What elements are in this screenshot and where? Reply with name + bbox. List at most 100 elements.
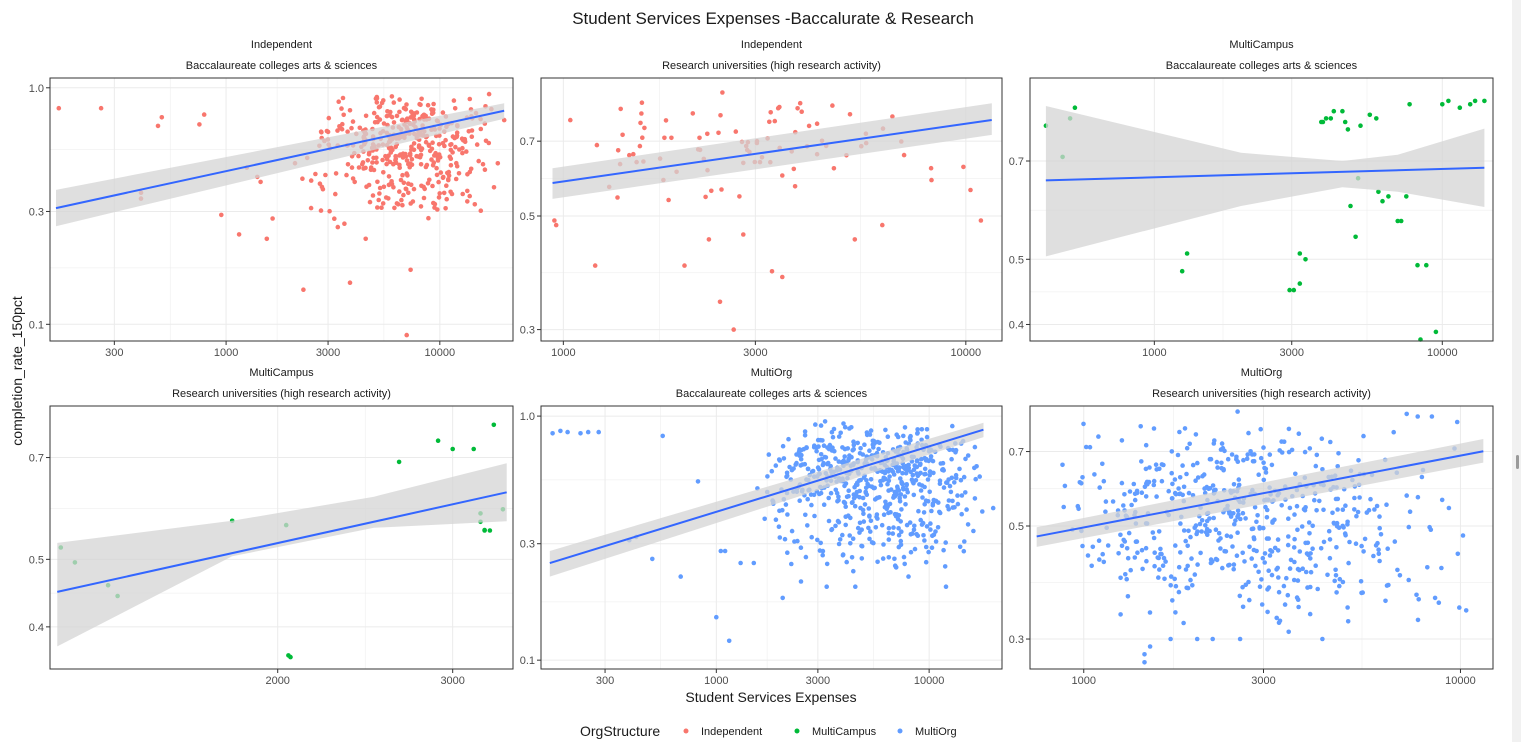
data-point	[1377, 558, 1382, 564]
data-point	[387, 159, 393, 165]
data-point	[1297, 251, 1303, 256]
data-point	[1377, 514, 1382, 519]
data-point	[957, 466, 962, 472]
data-point	[766, 452, 772, 457]
data-point	[860, 452, 866, 457]
data-point	[1384, 583, 1390, 588]
data-point	[901, 433, 906, 439]
data-point	[963, 490, 968, 495]
data-point	[1214, 459, 1220, 465]
data-point	[650, 556, 655, 562]
data-point	[1380, 198, 1385, 204]
data-point	[792, 184, 798, 189]
data-point	[436, 195, 442, 200]
data-point	[769, 269, 775, 274]
data-point	[911, 527, 917, 533]
x-tick-label: 1000	[1072, 675, 1096, 687]
data-point	[418, 102, 423, 108]
data-point	[374, 155, 379, 161]
data-point	[1156, 575, 1161, 580]
data-point	[1345, 605, 1350, 610]
data-point	[1307, 611, 1313, 617]
data-point	[886, 469, 891, 474]
data-point	[828, 490, 834, 496]
data-point	[236, 232, 242, 237]
data-point	[1172, 576, 1177, 582]
data-point	[1250, 459, 1256, 464]
data-point	[1211, 441, 1217, 446]
data-point	[264, 236, 270, 242]
data-point	[891, 472, 897, 477]
data-point	[879, 522, 885, 528]
data-point	[403, 154, 409, 159]
y-tick-label: 0.1	[29, 319, 44, 331]
facet-panel: MultiCampus Baccalaureate colleges arts &…	[1009, 39, 1494, 359]
data-point	[862, 502, 868, 507]
data-point	[930, 533, 935, 539]
data-point	[855, 480, 860, 486]
scrollbar-track[interactable]	[1512, 0, 1521, 742]
y-tick-label: 0.3	[1009, 634, 1024, 646]
data-point	[1142, 484, 1148, 490]
data-point	[855, 525, 861, 531]
data-point	[881, 542, 886, 547]
data-point	[1151, 478, 1157, 484]
data-point	[1286, 449, 1292, 455]
data-point	[842, 454, 847, 459]
data-point	[345, 162, 351, 167]
data-point	[937, 478, 943, 484]
data-point	[1218, 546, 1223, 551]
scrollbar-thumb[interactable]	[1516, 455, 1519, 469]
data-point	[961, 474, 967, 480]
data-point	[914, 458, 920, 464]
data-point	[1179, 268, 1185, 274]
data-point	[1245, 452, 1250, 457]
y-tick-label: 0.7	[1009, 447, 1024, 459]
data-point	[1372, 507, 1377, 512]
data-point	[950, 423, 955, 429]
data-point	[1147, 644, 1153, 649]
data-point	[923, 544, 929, 550]
y-tick-label: 0.5	[520, 211, 535, 223]
data-point	[896, 532, 902, 538]
data-point	[1376, 551, 1382, 557]
data-point	[836, 519, 842, 525]
data-point	[857, 488, 862, 494]
data-point	[859, 543, 865, 549]
data-point	[816, 466, 822, 472]
data-point	[762, 516, 767, 522]
data-point	[1118, 575, 1123, 581]
data-point	[1269, 572, 1275, 578]
data-point	[944, 480, 949, 485]
data-point	[1097, 557, 1102, 562]
data-point	[1194, 531, 1199, 537]
data-point	[892, 556, 897, 562]
data-point	[1460, 533, 1466, 538]
data-point	[929, 177, 934, 183]
data-point	[1163, 559, 1168, 564]
data-point	[391, 100, 397, 105]
data-point	[1342, 531, 1348, 536]
data-point	[1176, 589, 1182, 595]
data-point	[1224, 533, 1230, 538]
data-point	[918, 470, 923, 476]
data-point	[941, 468, 946, 473]
data-point	[1119, 480, 1125, 486]
data-point	[898, 476, 903, 481]
data-point	[1231, 562, 1237, 567]
data-point	[434, 165, 439, 171]
data-point	[487, 528, 493, 533]
data-point	[720, 90, 725, 95]
data-point	[341, 112, 347, 118]
data-point	[1195, 475, 1201, 480]
data-point	[863, 485, 869, 491]
data-point	[842, 424, 848, 430]
data-point	[821, 460, 826, 466]
data-point	[816, 457, 822, 463]
data-point	[950, 505, 956, 510]
strip-label-org: Independent	[251, 39, 312, 51]
legend-label: MultiCampus	[812, 726, 877, 738]
data-point	[404, 332, 410, 338]
data-point	[1454, 419, 1460, 425]
data-point	[1213, 527, 1219, 532]
